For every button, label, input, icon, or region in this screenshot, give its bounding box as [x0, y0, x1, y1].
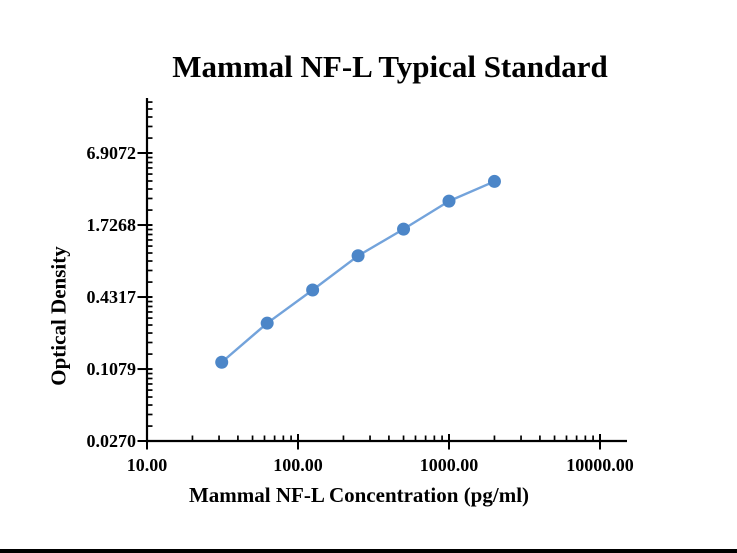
data-point-marker — [306, 283, 320, 297]
series-line — [220, 180, 496, 364]
bottom-edge-bar — [0, 549, 737, 553]
x-axis-title: Mammal NF-L Concentration (pg/ml) — [188, 483, 530, 507]
y-tick-label: 0.1079 — [87, 359, 137, 379]
x-tick-label: 100.00 — [273, 455, 323, 475]
tick-labels: 10.00 100.00 1000.00 10000.00 0.0270 0.1079 0.… — [87, 143, 634, 475]
data-point-marker — [260, 316, 274, 330]
x-tick-label: 10000.00 — [566, 455, 634, 475]
data-point-marker — [487, 174, 501, 188]
data-point-marker — [351, 249, 365, 263]
data-point-marker — [215, 355, 229, 369]
y-axis-title: Optical Density — [46, 246, 71, 386]
chart-title: Mammal NF-L Typical Standard — [172, 49, 608, 84]
x-tick-label: 10.00 — [127, 455, 168, 475]
y-tick-label: 0.4317 — [87, 287, 137, 307]
data-point-marker — [397, 222, 411, 236]
tick-marks — [137, 101, 601, 450]
x-tick-label: 1000.00 — [420, 455, 479, 475]
series — [215, 174, 501, 369]
y-tick-label: 0.0270 — [87, 431, 137, 451]
y-tick-label: 1.7268 — [87, 215, 137, 235]
axes — [145, 98, 627, 443]
y-tick-label: 6.9072 — [87, 143, 137, 163]
data-point-marker — [442, 194, 456, 208]
